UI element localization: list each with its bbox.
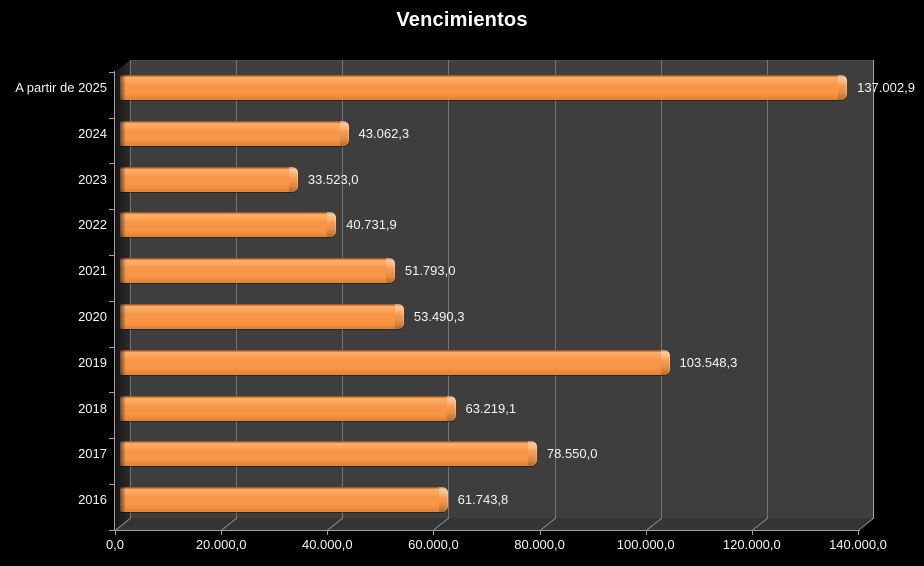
y-axis-tick [109,72,115,73]
x-axis-tick [752,531,753,535]
category-label: 2020 [0,304,107,329]
x-axis-tick [540,531,541,535]
y-axis-tick [109,530,115,531]
value-label: 40.731,9 [346,212,397,237]
category-label: 2016 [0,487,107,512]
x-axis-tick [327,531,328,535]
x-tick-label: 60.000,0 [383,537,483,552]
x-axis-tick [858,531,859,535]
y-axis-tick [109,392,115,393]
x-axis-tick [646,531,647,535]
y-axis-tick [109,438,115,439]
value-label: 53.490,3 [414,304,465,329]
bar [120,75,847,100]
value-label: 78.550,0 [547,441,598,466]
x-tick-label: 0,0 [65,537,165,552]
y-axis-tick [109,255,115,256]
category-label: 2022 [0,212,107,237]
chart-title: Vencimientos [0,9,924,32]
x-axis-tick [115,531,116,535]
value-label: 61.743,8 [458,487,509,512]
x-axis-line [114,530,860,531]
category-label: 2024 [0,121,107,146]
category-label: 2021 [0,258,107,283]
bar [120,396,456,421]
x-tick-label: 140.000,0 [808,537,908,552]
bar [120,350,670,375]
x-tick-label: 120.000,0 [702,537,802,552]
x-tick-label: 100.000,0 [596,537,696,552]
category-label: 2018 [0,396,107,421]
value-label: 51.793,0 [405,258,456,283]
gridline [873,60,874,518]
value-label: 137.002,9 [857,75,915,100]
gridline [661,60,662,518]
x-tick-label: 40.000,0 [277,537,377,552]
category-label: A partir de 2025 [0,75,107,100]
y-axis-tick [109,118,115,119]
category-label: 2019 [0,350,107,375]
bar [120,441,537,466]
category-label: 2023 [0,167,107,192]
bar [120,121,349,146]
chart-root: Vencimientos 0,0 20.000,0 40.000,0 60.000,0… [0,0,924,566]
value-label: 33.523,0 [308,167,359,192]
x-axis-tick [221,531,222,535]
y-axis-tick [109,484,115,485]
y-axis-tick [109,347,115,348]
x-tick-label: 20.000,0 [171,537,271,552]
x-tick-label: 80.000,0 [490,537,590,552]
bar [120,487,448,512]
y-axis-tick [109,163,115,164]
y-axis-tick [109,209,115,210]
bar [120,212,336,237]
bar [120,167,298,192]
x-axis-tick [433,531,434,535]
value-label: 63.219,1 [466,396,517,421]
bar [120,258,395,283]
gridline [767,60,768,518]
category-label: 2017 [0,441,107,466]
value-label: 103.548,3 [680,350,738,375]
value-label: 43.062,3 [359,121,410,146]
y-axis-tick [109,301,115,302]
bar [120,304,404,329]
